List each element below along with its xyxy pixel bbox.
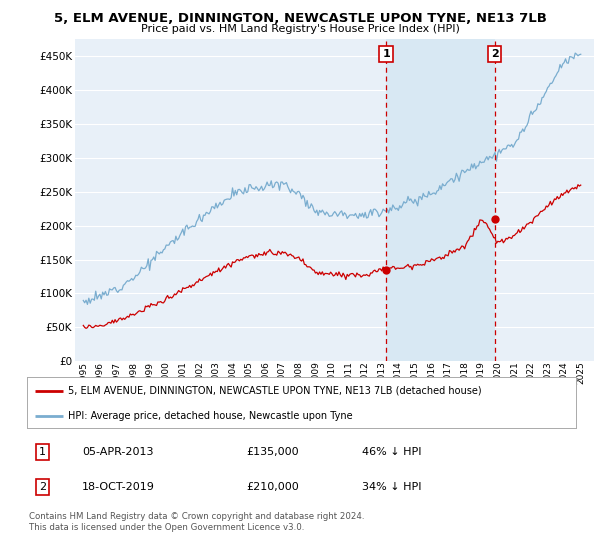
Text: 5, ELM AVENUE, DINNINGTON, NEWCASTLE UPON TYNE, NE13 7LB: 5, ELM AVENUE, DINNINGTON, NEWCASTLE UPO… (53, 12, 547, 25)
Text: HPI: Average price, detached house, Newcastle upon Tyne: HPI: Average price, detached house, Newc… (68, 410, 353, 421)
Text: 2: 2 (491, 49, 499, 59)
Text: 05-APR-2013: 05-APR-2013 (82, 447, 154, 457)
Bar (386, 39, 494, 361)
Text: 34% ↓ HPI: 34% ↓ HPI (362, 482, 421, 492)
Text: Price paid vs. HM Land Registry's House Price Index (HPI): Price paid vs. HM Land Registry's House … (140, 24, 460, 34)
Text: 46% ↓ HPI: 46% ↓ HPI (362, 447, 421, 457)
Text: £210,000: £210,000 (247, 482, 299, 492)
Text: 5, ELM AVENUE, DINNINGTON, NEWCASTLE UPON TYNE, NE13 7LB (detached house): 5, ELM AVENUE, DINNINGTON, NEWCASTLE UPO… (68, 386, 482, 396)
Text: £135,000: £135,000 (247, 447, 299, 457)
Text: Contains HM Land Registry data © Crown copyright and database right 2024.
This d: Contains HM Land Registry data © Crown c… (29, 512, 364, 532)
Text: 1: 1 (39, 447, 46, 457)
Text: 1: 1 (382, 49, 390, 59)
Text: 18-OCT-2019: 18-OCT-2019 (82, 482, 155, 492)
Text: 2: 2 (39, 482, 46, 492)
